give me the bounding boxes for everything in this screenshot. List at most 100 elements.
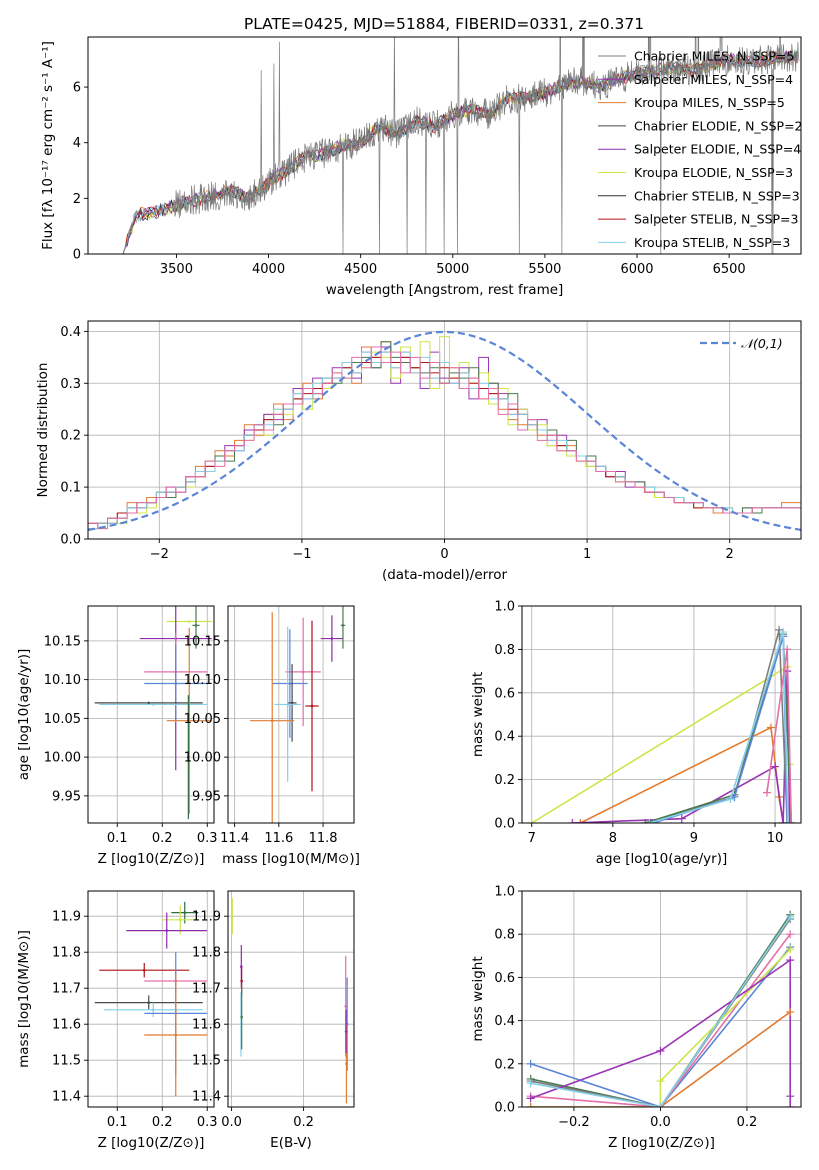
- x-axis-label: Z [log10(Z/Z⊙)]: [98, 851, 205, 867]
- mass-weight-line: [649, 631, 789, 823]
- mass-weight-marker: [786, 956, 795, 965]
- y-tick-label: 6: [73, 81, 81, 96]
- data-point: [165, 929, 169, 932]
- mass-weight-marker: [526, 1103, 535, 1107]
- mass-weight-marker: [783, 645, 792, 654]
- x-tick-label: 11.8: [309, 831, 338, 846]
- axes: 0.1 0.2 0.3 11.4 11.5 11.6 11.7 11.8 11.9 Z [log1…: [16, 890, 218, 1151]
- y-tick-label: 10.15: [44, 634, 81, 649]
- data-point: [330, 637, 334, 640]
- mass-weight-line: [530, 946, 791, 1107]
- y-tick-label: 11.8: [52, 946, 81, 961]
- grid-lines: [88, 891, 214, 1107]
- spectrum-panel: 3500 4000 4500 5000 5500 6000 6500 0 2 4 6 waveleng…: [40, 36, 803, 298]
- y-tick-label: 2: [73, 192, 81, 207]
- grid-lines: [228, 606, 354, 823]
- axes-frame: [521, 890, 802, 1108]
- x-tick-label: 0.1: [107, 1115, 128, 1130]
- normal-reference-curve: [88, 330, 801, 531]
- x-tick-label: 1: [583, 547, 591, 562]
- x-axis-label: (data-model)/error: [382, 567, 508, 583]
- x-tick-label: 0.0: [650, 1115, 671, 1130]
- residual-histogram-panel: −2 −1 0 1 2 0.0 0.1 0.2 0.3 0.4 (data-model)/error…: [35, 320, 802, 583]
- x-tick-label: 0.3: [197, 1115, 218, 1130]
- axes: 0.1 0.2 0.3 9.95 10.00 10.05 10.10 10.15 Z [log1…: [16, 605, 218, 867]
- y-tick-label: 0.8: [494, 928, 515, 943]
- legend-entry-label: Salpeter MILES, N_SSP=4: [634, 72, 793, 87]
- plot-area: [526, 910, 795, 1107]
- y-tick-label: 11.4: [52, 1090, 81, 1105]
- data-point: [187, 620, 191, 623]
- mass-weight-marker: [786, 945, 795, 954]
- data-point: [231, 914, 234, 918]
- mass-weight-line: [530, 918, 791, 1107]
- mass-weight-line: [645, 629, 789, 823]
- y-tick-label: 11.4: [192, 1090, 221, 1105]
- mass-weight-line: [531, 665, 793, 823]
- x-tick-label: 3500: [160, 262, 193, 277]
- y-tick-label: 10.00: [44, 751, 81, 766]
- plot-area: [250, 606, 346, 823]
- model-spectrum-line: [122, 49, 798, 254]
- data-point: [345, 1062, 348, 1066]
- mass-weight-marker: [649, 819, 658, 823]
- x-tick-label: 2: [726, 547, 734, 562]
- data-point: [240, 1015, 243, 1019]
- mass-weight-marker: [779, 819, 788, 823]
- x-tick-label: 0.2: [152, 831, 173, 846]
- mass-weight-marker: [766, 723, 775, 732]
- y-tick-label: 0.4: [494, 730, 515, 745]
- y-tick-label: 11.7: [52, 982, 81, 997]
- legend-entry-label: Salpeter ELODIE, N_SSP=4: [634, 142, 801, 157]
- y-tick-label: 0.0: [494, 1101, 515, 1116]
- legend-entry-label: Chabrier ELODIE, N_SSP=2: [634, 118, 803, 133]
- mass-weight-marker: [526, 1094, 535, 1103]
- y-tick-label: 11.9: [52, 910, 81, 925]
- data-point: [174, 1033, 178, 1037]
- x-tick-label: 0.2: [293, 1115, 314, 1130]
- y-tick-label: 4: [73, 136, 81, 151]
- data-point: [310, 704, 314, 708]
- mass-weight-marker: [771, 762, 780, 771]
- y-tick-label: 10.10: [44, 673, 81, 688]
- grid-lines: [88, 606, 214, 823]
- y-tick-label: 0.6: [494, 971, 515, 986]
- data-point: [240, 979, 243, 983]
- x-tick-label: 4000: [252, 262, 285, 277]
- y-tick-label: 0.8: [494, 643, 515, 658]
- y-tick-label: 0.0: [494, 817, 515, 832]
- mass-weight-line: [530, 1011, 791, 1107]
- mass-weight-line: [572, 671, 791, 823]
- y-axis-label: mass [log10(M/M⊙)]: [16, 930, 32, 1068]
- residual-legend: 𝒩(0,1): [700, 336, 783, 351]
- mass-weight-marker: [786, 930, 795, 939]
- y-tick-label: 11.8: [192, 946, 221, 961]
- y-tick-label: 0.6: [494, 686, 515, 701]
- y-axis-label: Flux [fλ 10⁻¹⁷ erg cm⁻² s⁻¹ A⁻¹]: [40, 41, 56, 250]
- y-tick-label: 1.0: [494, 885, 515, 900]
- x-tick-label: −0.2: [558, 1115, 590, 1130]
- axes-frame: [87, 890, 215, 1108]
- mass-weight-marker: [786, 1007, 795, 1016]
- axes-frame: [521, 605, 802, 824]
- data-point: [194, 624, 198, 627]
- data-point: [142, 968, 146, 972]
- mass-weight-marker: [775, 625, 784, 634]
- data-point: [187, 755, 190, 759]
- y-tick-label: 0: [73, 248, 81, 263]
- x-tick-label: 0.1: [107, 831, 128, 846]
- mass-weight-marker: [785, 819, 794, 823]
- x-tick-label: 11.4: [220, 831, 249, 846]
- mass-weight-marker: [779, 628, 788, 637]
- mass-weight-line: [530, 948, 791, 1107]
- data-point: [174, 682, 178, 685]
- x-axis-label: E(B-V): [270, 1135, 312, 1151]
- y-tick-label: 10.10: [184, 673, 221, 688]
- y-tick-label: 11.6: [192, 1018, 221, 1033]
- plot-area: [94, 606, 212, 820]
- plot-area: [527, 625, 796, 823]
- data-point: [341, 624, 345, 627]
- residual-histogram-step: [88, 346, 801, 530]
- y-tick-label: 11.6: [52, 1018, 81, 1033]
